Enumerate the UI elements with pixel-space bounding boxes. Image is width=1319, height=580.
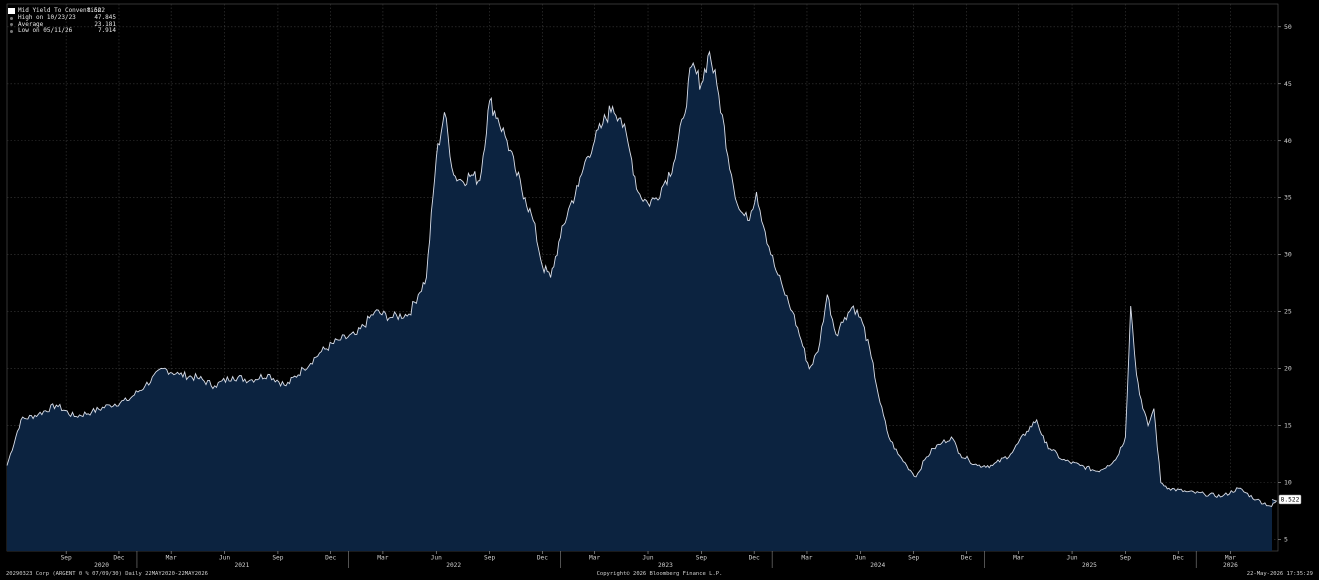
x-tick-label: Dec xyxy=(325,555,336,562)
series-area xyxy=(7,51,1277,552)
average-dot-icon xyxy=(10,23,13,27)
legend-average-value: 23.181 xyxy=(94,20,116,28)
x-year-label: 2025 xyxy=(1082,562,1097,569)
x-year-label: 2024 xyxy=(870,562,885,569)
x-year-label: 2023 xyxy=(658,562,673,569)
y-tick-label: 5 xyxy=(1284,536,1288,544)
legend-low-entry: Low on 05/11/26 7.914 xyxy=(8,28,116,35)
y-tick-label: 15 xyxy=(1284,422,1292,430)
legend-high-label: High on 10/23/23 xyxy=(18,13,76,21)
x-tick-label: Dec xyxy=(113,555,124,562)
x-year-label: 2022 xyxy=(446,562,461,569)
x-tick-label: Mar xyxy=(589,555,600,562)
legend-low-label: Low on 05/11/26 xyxy=(18,27,73,35)
y-tick-label: 10 xyxy=(1284,479,1292,487)
y-tick-label: 40 xyxy=(1284,137,1292,145)
footer-timestamp: 22-May-2026 17:35:29 xyxy=(1246,571,1313,577)
x-tick-label: Sep xyxy=(61,555,72,562)
series-swatch xyxy=(8,8,15,15)
legend-average-entry: Average 23.181 xyxy=(8,20,116,29)
x-tick-label: Jun xyxy=(431,555,442,562)
x-tick-label: Dec xyxy=(749,555,760,562)
chart-legend: Mid Yield To Convention 8.522 High on 10… xyxy=(8,7,116,35)
x-year-label: 2021 xyxy=(234,562,249,569)
footer-security-info: 20290323 Corp (ARGENT 0 % 07/09/30) Dail… xyxy=(6,571,208,577)
legend-main-value: 8.522 xyxy=(86,7,105,14)
low-dot-icon xyxy=(10,30,13,34)
x-tick-label: Sep xyxy=(272,555,283,562)
x-tick-label: Mar xyxy=(1225,555,1236,562)
y-tick-label: 30 xyxy=(1284,251,1292,259)
last-value-label: 8.522 xyxy=(1281,497,1300,504)
x-year-label: 2020 xyxy=(94,562,109,569)
x-year-label: 2026 xyxy=(1223,562,1238,569)
legend-main-label: Mid Yield To Convention xyxy=(18,7,102,14)
footer-copyright: Copyright© 2026 Bloomberg Finance L.P. xyxy=(596,571,723,577)
x-tick-label: Jun xyxy=(219,555,230,562)
y-tick-label: 25 xyxy=(1284,308,1292,316)
x-tick-label: Sep xyxy=(1120,555,1131,562)
legend-low-value: 7.914 xyxy=(97,27,116,35)
series-line xyxy=(6,50,1278,507)
y-tick-label: 45 xyxy=(1284,80,1292,88)
x-tick-label: Sep xyxy=(484,555,495,562)
y-tick-label: 35 xyxy=(1284,194,1292,202)
high-dot-icon xyxy=(10,16,13,20)
legend-main-entry: Mid Yield To Convention 8.522 xyxy=(8,7,116,15)
x-tick-label: Dec xyxy=(1173,555,1184,562)
x-tick-label: Mar xyxy=(377,555,388,562)
x-tick-label: Mar xyxy=(1013,555,1024,562)
y-tick-label: 20 xyxy=(1284,365,1292,373)
x-tick-label: Jun xyxy=(642,555,653,562)
x-tick-label: Dec xyxy=(537,555,548,562)
x-tick-label: Jun xyxy=(855,555,866,562)
legend-average-label: Average xyxy=(18,20,44,28)
x-tick-label: Mar xyxy=(801,555,812,562)
y-tick-label: 50 xyxy=(1284,23,1292,31)
legend-high-value: 47.845 xyxy=(94,13,116,21)
x-tick-label: Jun xyxy=(1066,555,1077,562)
legend-high-entry: High on 10/23/23 47.845 xyxy=(8,13,116,22)
x-tick-label: Dec xyxy=(961,555,972,562)
x-tick-label: Sep xyxy=(908,555,919,562)
x-tick-label: Mar xyxy=(166,555,177,562)
last-value-badge xyxy=(1278,494,1302,505)
x-tick-label: Sep xyxy=(696,555,707,562)
